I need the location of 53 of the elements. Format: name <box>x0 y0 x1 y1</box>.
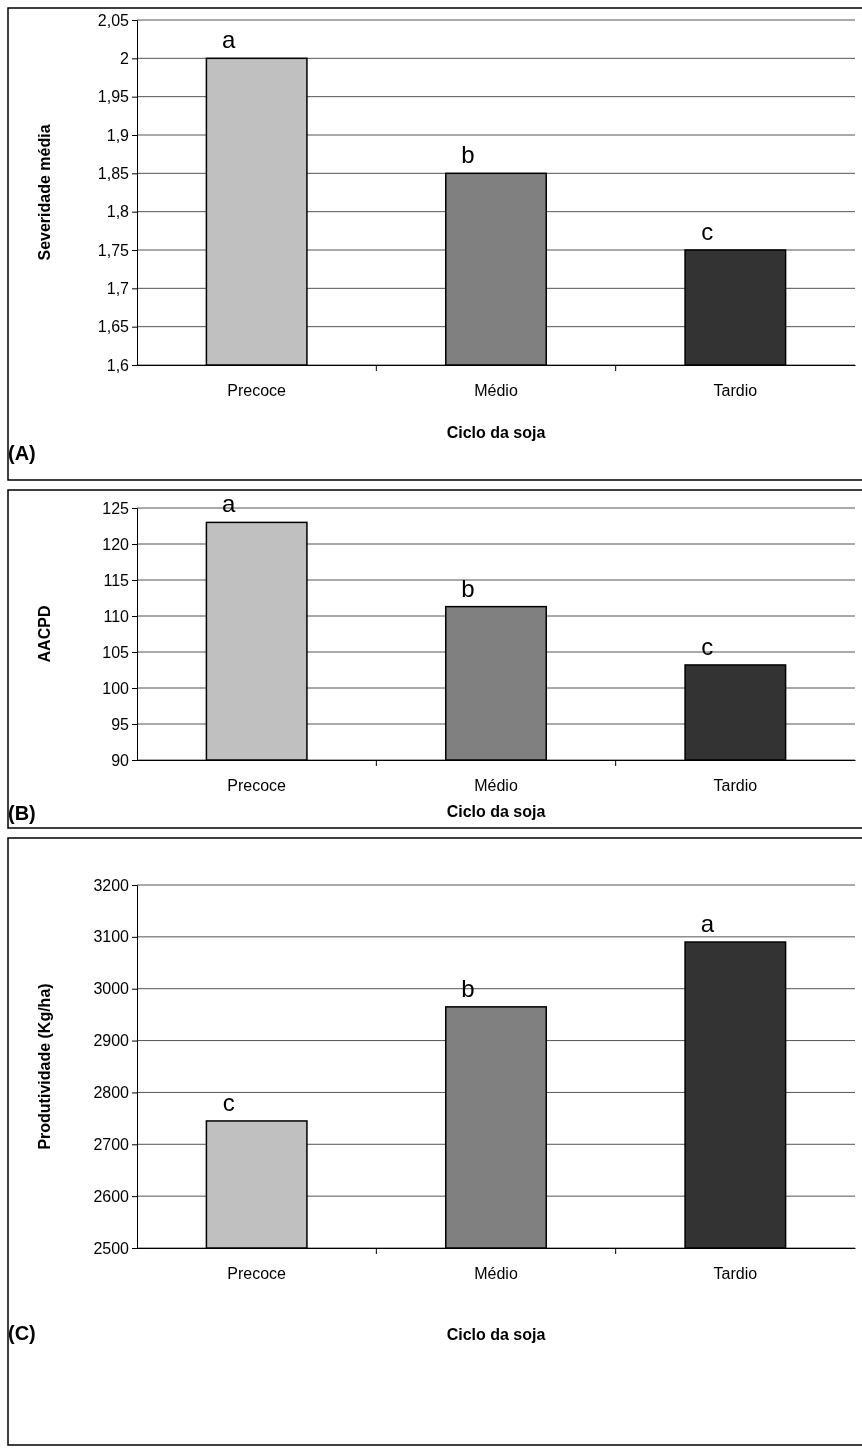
y-tick-label: 100 <box>102 679 130 697</box>
annotation: b <box>461 141 475 169</box>
y-axis-title: Severidade média <box>36 124 53 261</box>
annotation: a <box>221 490 236 518</box>
y-tick-label: 2800 <box>93 1084 130 1102</box>
text: (C) <box>8 1322 36 1344</box>
x-tick-label: Precoce <box>227 1265 287 1283</box>
y-tick-label: 2600 <box>93 1187 130 1205</box>
y-tick-label: 90 <box>111 751 130 769</box>
annotation: a <box>221 26 236 54</box>
text: (B) <box>8 802 36 824</box>
x-tick-label: Precoce <box>227 777 287 795</box>
x-tick-label: Tardio <box>713 382 758 400</box>
x-tick-label: Tardio <box>713 777 758 795</box>
y-tick-label: 3100 <box>93 928 130 946</box>
annotation: c <box>222 1088 235 1116</box>
x-tick-label: Tardio <box>713 1265 758 1283</box>
annotation: c <box>701 632 714 660</box>
annotation: a <box>700 910 715 938</box>
annotation: c <box>701 218 714 245</box>
y-tick-label: 95 <box>111 715 130 733</box>
x-axis-title: Ciclo da soja <box>446 1326 546 1343</box>
y-tick-label: 1,6 <box>106 356 130 374</box>
x-tick-label: Médio <box>474 777 518 795</box>
y-tick-label: 2,05 <box>97 11 130 29</box>
x-tick-label: Médio <box>474 1265 518 1283</box>
y-tick-label: 110 <box>103 607 130 625</box>
y-tick-label: 1,9 <box>106 126 130 144</box>
text: (A) <box>8 442 36 464</box>
y-axis-title: Produtividade (Kg/ha) <box>36 983 53 1150</box>
y-tick-label: 1,8 <box>106 203 130 221</box>
x-tick-label: Precoce <box>227 382 287 400</box>
x-tick-label: Médio <box>474 382 518 400</box>
x-axis-title: Ciclo da soja <box>446 803 546 820</box>
y-tick-label: 115 <box>103 571 130 589</box>
y-tick-label: 125 <box>102 499 130 517</box>
y-tick-label: 3200 <box>93 876 130 894</box>
y-tick-label: 2900 <box>93 1032 130 1050</box>
y-tick-label: 3000 <box>93 980 130 998</box>
y-tick-label: 2 <box>120 49 130 67</box>
y-tick-label: 105 <box>102 643 130 661</box>
y-tick-label: 1,75 <box>97 241 130 259</box>
annotation: b <box>461 574 475 602</box>
y-tick-label: 1,95 <box>97 88 130 106</box>
annotation: b <box>461 974 475 1002</box>
y-tick-label: 120 <box>102 535 130 553</box>
y-tick-label: 2500 <box>93 1239 130 1257</box>
y-axis-title: AACPD <box>36 605 53 663</box>
y-tick-label: 2700 <box>93 1135 130 1153</box>
y-tick-label: 1,65 <box>97 318 130 336</box>
y-tick-label: 1,85 <box>97 164 130 182</box>
y-tick-label: 1,7 <box>106 279 130 297</box>
x-axis-title: Ciclo da soja <box>446 424 546 441</box>
